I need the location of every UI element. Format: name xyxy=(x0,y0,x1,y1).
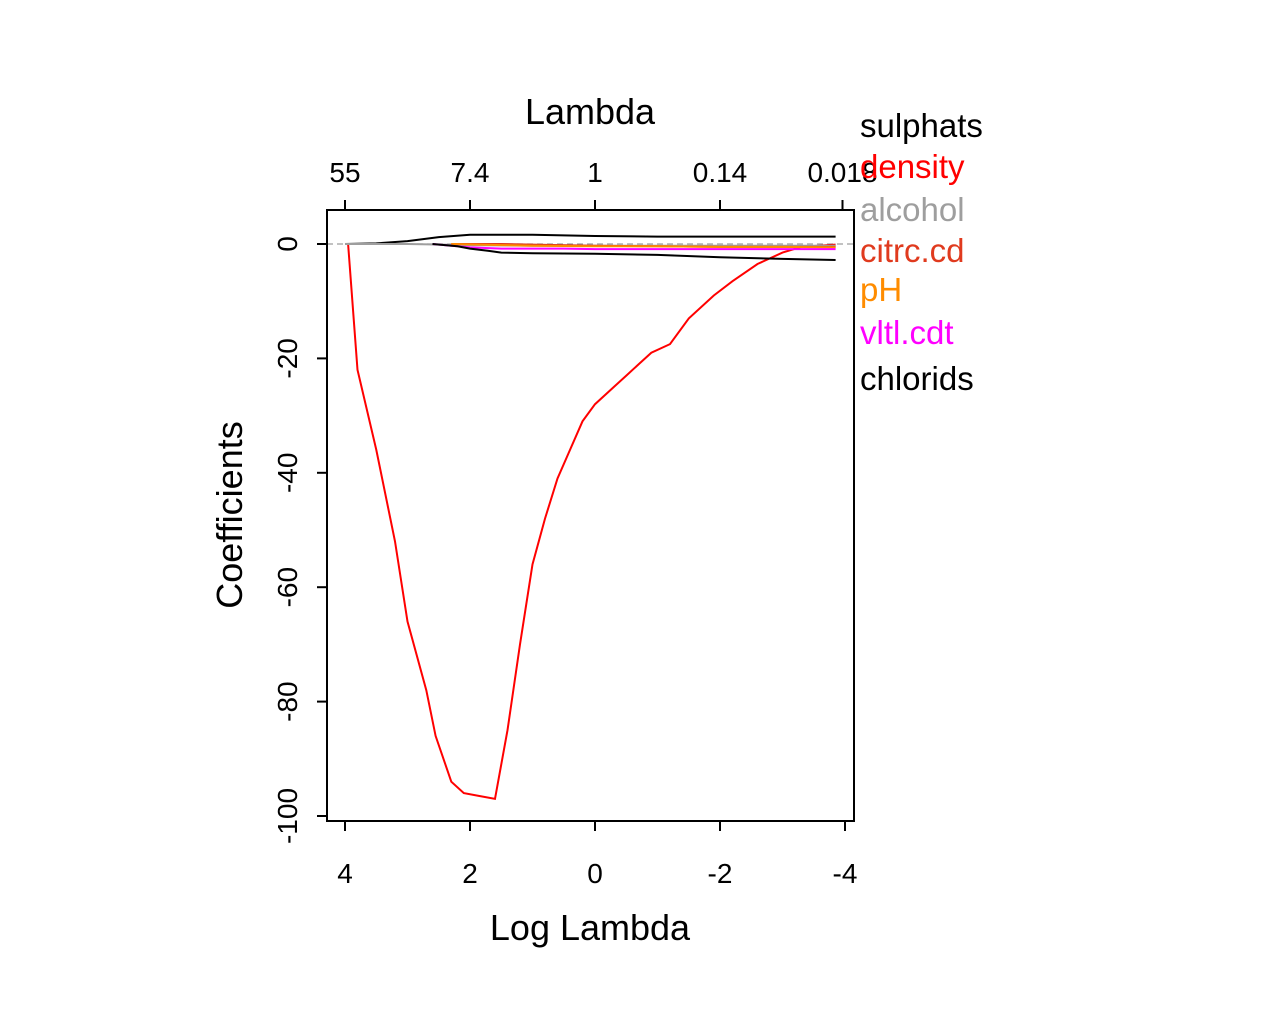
series-line-sulphats xyxy=(344,233,836,245)
legend-label-density: density xyxy=(860,148,965,185)
top-tick-label: 7.4 xyxy=(451,157,490,188)
y-tick-label: -80 xyxy=(272,681,303,721)
y-tick-label: -60 xyxy=(272,567,303,607)
y-tick-label: -20 xyxy=(272,338,303,378)
x-tick-label: -2 xyxy=(708,858,733,889)
series-line-pH xyxy=(451,243,836,249)
legend-label-pH: pH xyxy=(860,271,902,308)
x-tick-label: 2 xyxy=(462,858,478,889)
top-tick-label: 1 xyxy=(587,157,603,188)
legend-label-sulphats: sulphats xyxy=(860,107,983,144)
y-axis-title: Coefficients xyxy=(209,421,250,608)
y-tick-label: 0 xyxy=(272,236,303,252)
y-tick-label: -40 xyxy=(272,453,303,493)
x-tick-label: -4 xyxy=(833,858,858,889)
top-axis-title: Lambda xyxy=(525,91,656,132)
legend-label-alcohol: alcohol xyxy=(860,191,965,228)
top-tick-label: 55 xyxy=(329,157,360,188)
x-tick-label: 4 xyxy=(337,858,353,889)
x-tick-label: 0 xyxy=(587,858,603,889)
top-tick-label: 0.14 xyxy=(693,157,748,188)
plot-frame xyxy=(326,209,855,822)
series-line-density xyxy=(347,243,836,800)
legend-label-citrc-cd: citrc.cd xyxy=(860,232,965,269)
series-line-chlorids xyxy=(432,243,836,261)
y-tick-label: -100 xyxy=(272,788,303,844)
legend-label-vltl-cdt: vltl.cdt xyxy=(860,314,954,351)
top-tick-label: 0.018 xyxy=(807,157,877,188)
x-axis-title: Log Lambda xyxy=(490,907,691,948)
legend-label-chlorids: chlorids xyxy=(860,360,974,397)
